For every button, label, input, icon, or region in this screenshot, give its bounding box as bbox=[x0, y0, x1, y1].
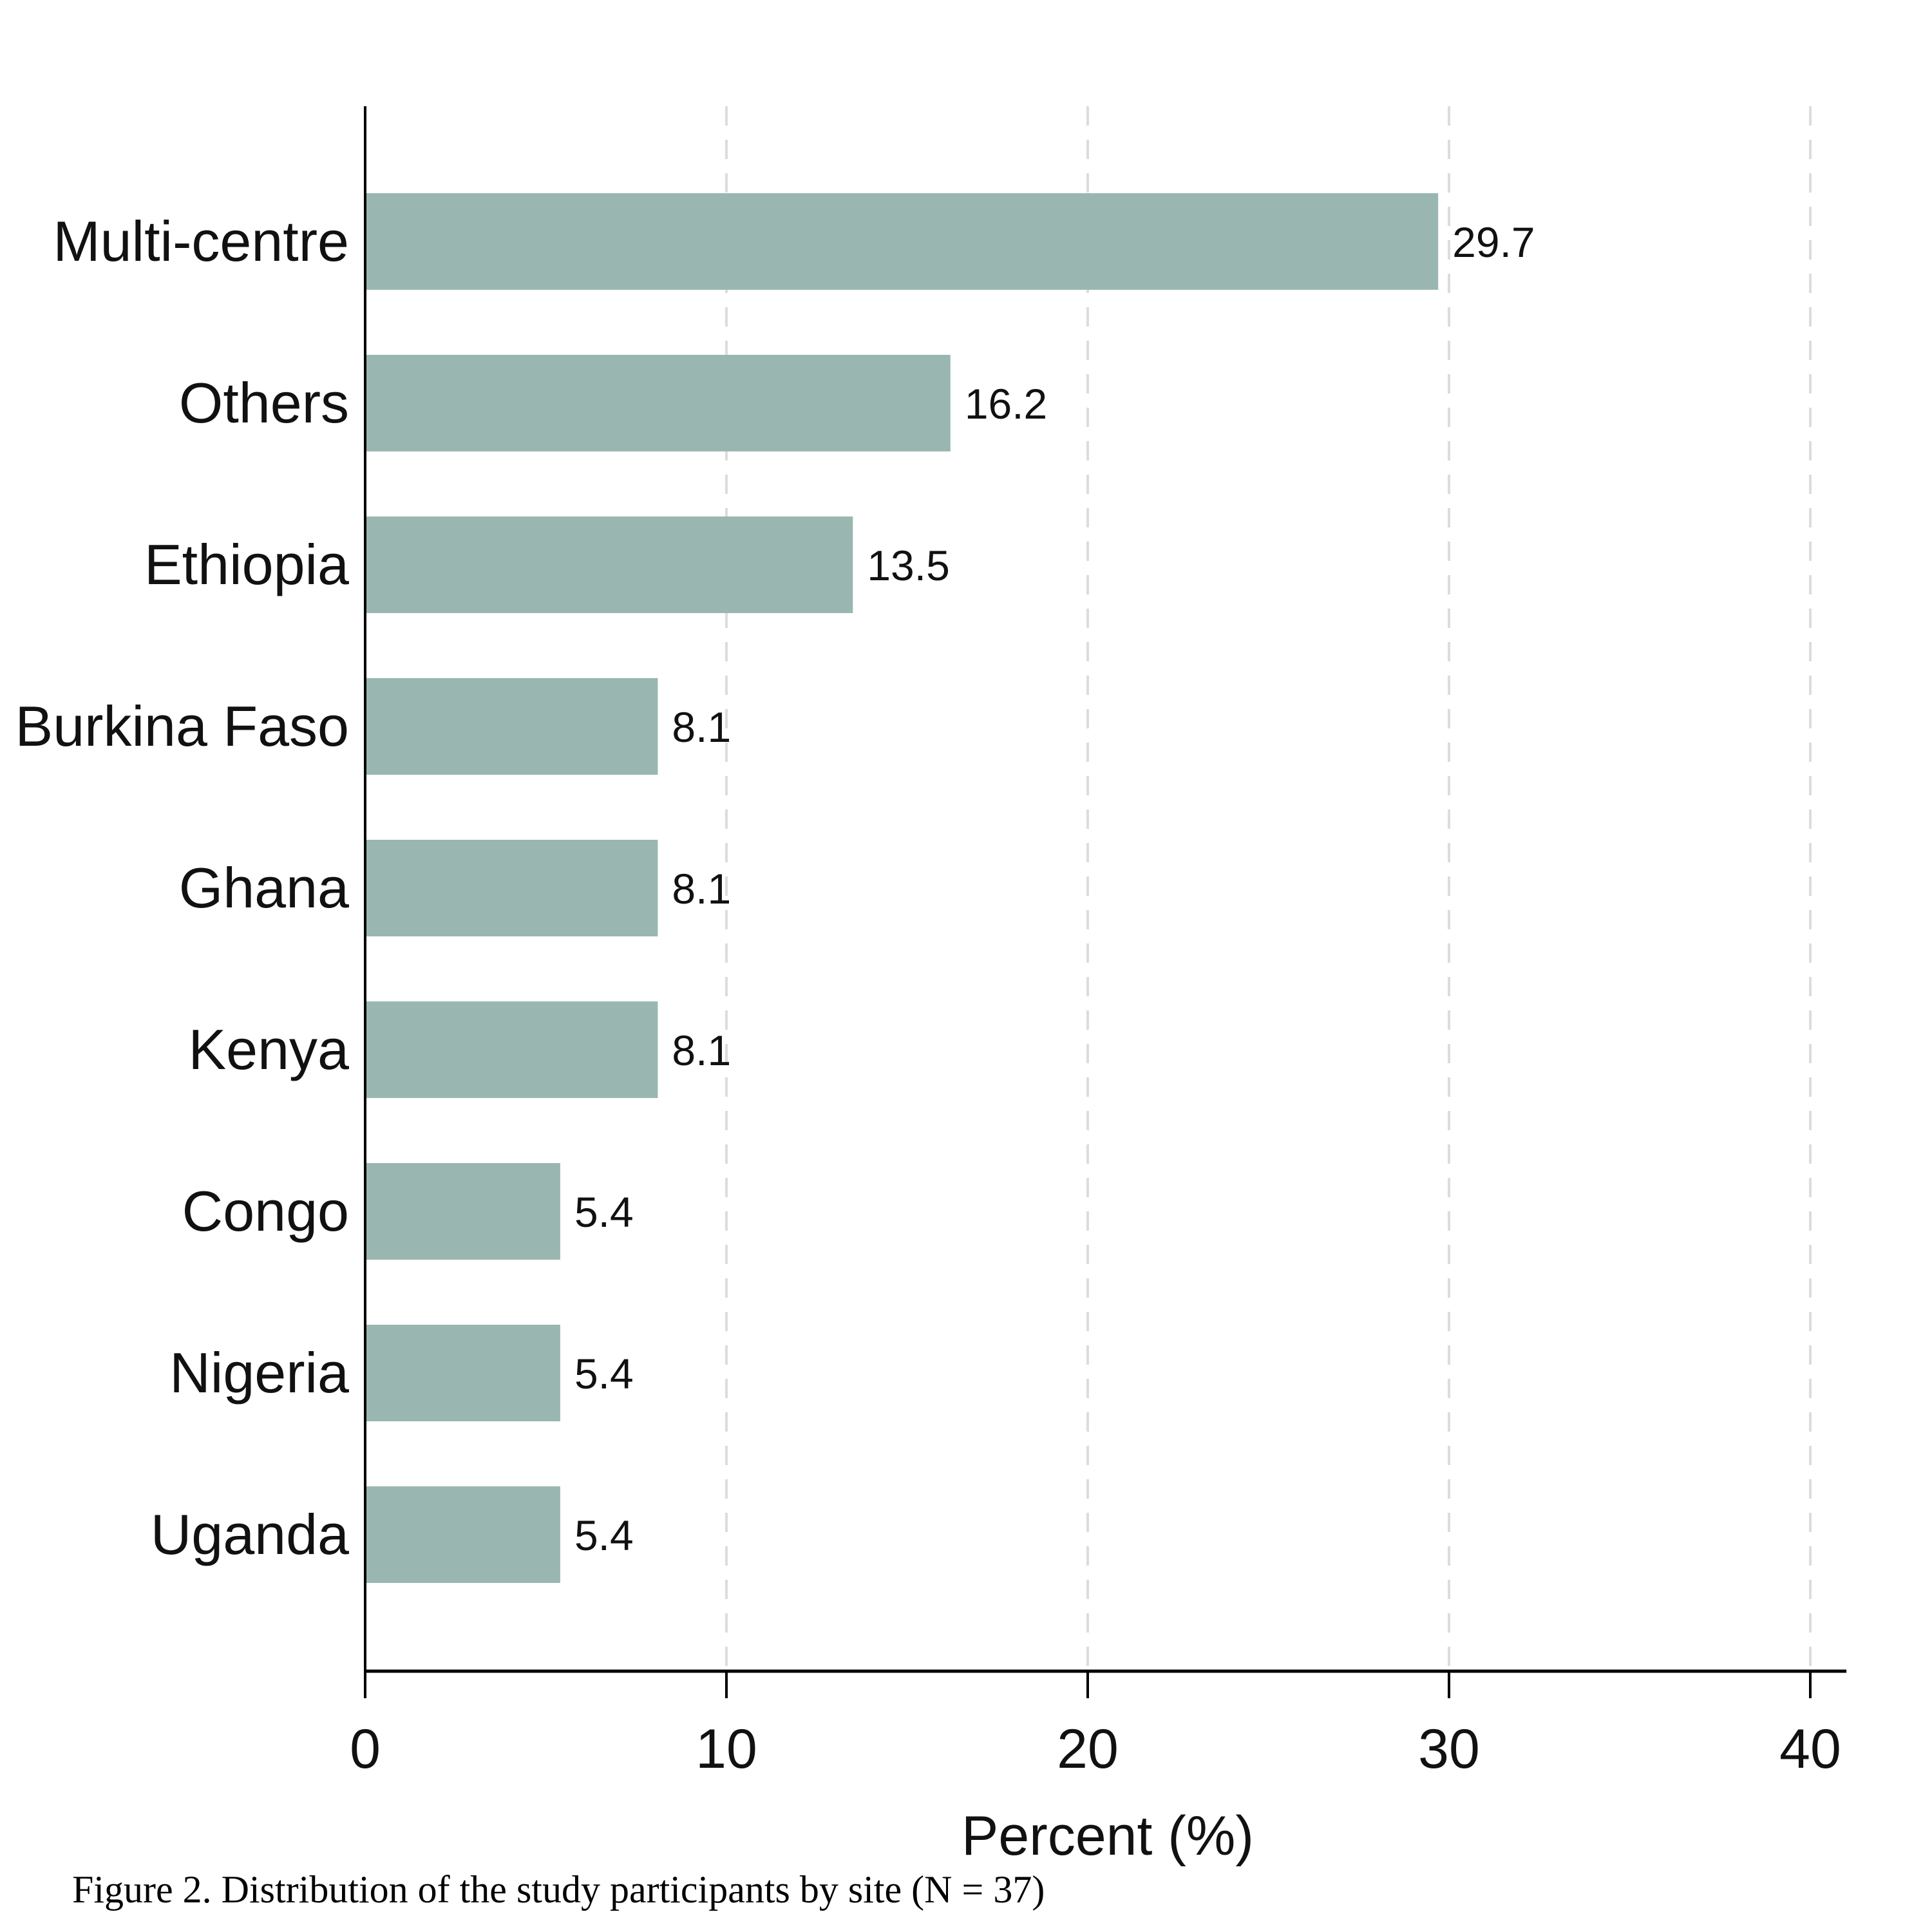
value-label: 8.1 bbox=[672, 1027, 731, 1074]
figure-caption: Figure 2. Distribution of the study part… bbox=[72, 1868, 1045, 1911]
bar bbox=[365, 193, 1439, 290]
value-label: 5.4 bbox=[574, 1511, 634, 1559]
category-label: Others bbox=[179, 371, 349, 435]
category-label: Kenya bbox=[188, 1018, 349, 1081]
category-label: Burkina Faso bbox=[15, 694, 349, 758]
bar bbox=[365, 1486, 560, 1583]
x-tick-label: 10 bbox=[696, 1718, 757, 1780]
value-label: 13.5 bbox=[867, 542, 949, 589]
x-axis-title: Percent (%) bbox=[961, 1805, 1254, 1867]
category-label: Uganda bbox=[151, 1502, 349, 1566]
labels: Multi-centre 29.7 Others 16.2 Ethiopia 13.5 Bu… bbox=[15, 209, 1535, 1566]
bar bbox=[365, 1001, 658, 1098]
bars bbox=[365, 193, 1439, 1583]
x-tick-label: 20 bbox=[1057, 1718, 1119, 1780]
grid-lines bbox=[725, 106, 1812, 1671]
x-tick-label: 0 bbox=[350, 1718, 381, 1780]
category-label: Ghana bbox=[179, 856, 349, 920]
category-label: Congo bbox=[182, 1179, 349, 1243]
bar bbox=[365, 678, 658, 775]
value-label: 5.4 bbox=[574, 1188, 634, 1236]
value-label: 16.2 bbox=[965, 380, 1047, 428]
category-label: Ethiopia bbox=[144, 533, 349, 596]
value-label: 8.1 bbox=[672, 865, 731, 913]
x-tick-label: 30 bbox=[1418, 1718, 1480, 1780]
x-tick-label: 40 bbox=[1779, 1718, 1841, 1780]
value-label: 5.4 bbox=[574, 1350, 634, 1397]
bar bbox=[365, 840, 658, 936]
bar bbox=[365, 1163, 560, 1260]
bar bbox=[365, 516, 853, 613]
value-label: 8.1 bbox=[672, 703, 731, 751]
value-label: 29.7 bbox=[1452, 218, 1535, 266]
category-label: Nigeria bbox=[169, 1341, 349, 1405]
bar bbox=[365, 355, 951, 451]
bar bbox=[365, 1325, 560, 1421]
x-axis-ticks: 0 10 20 30 40 bbox=[350, 1671, 1841, 1780]
category-label: Multi-centre bbox=[53, 209, 349, 273]
